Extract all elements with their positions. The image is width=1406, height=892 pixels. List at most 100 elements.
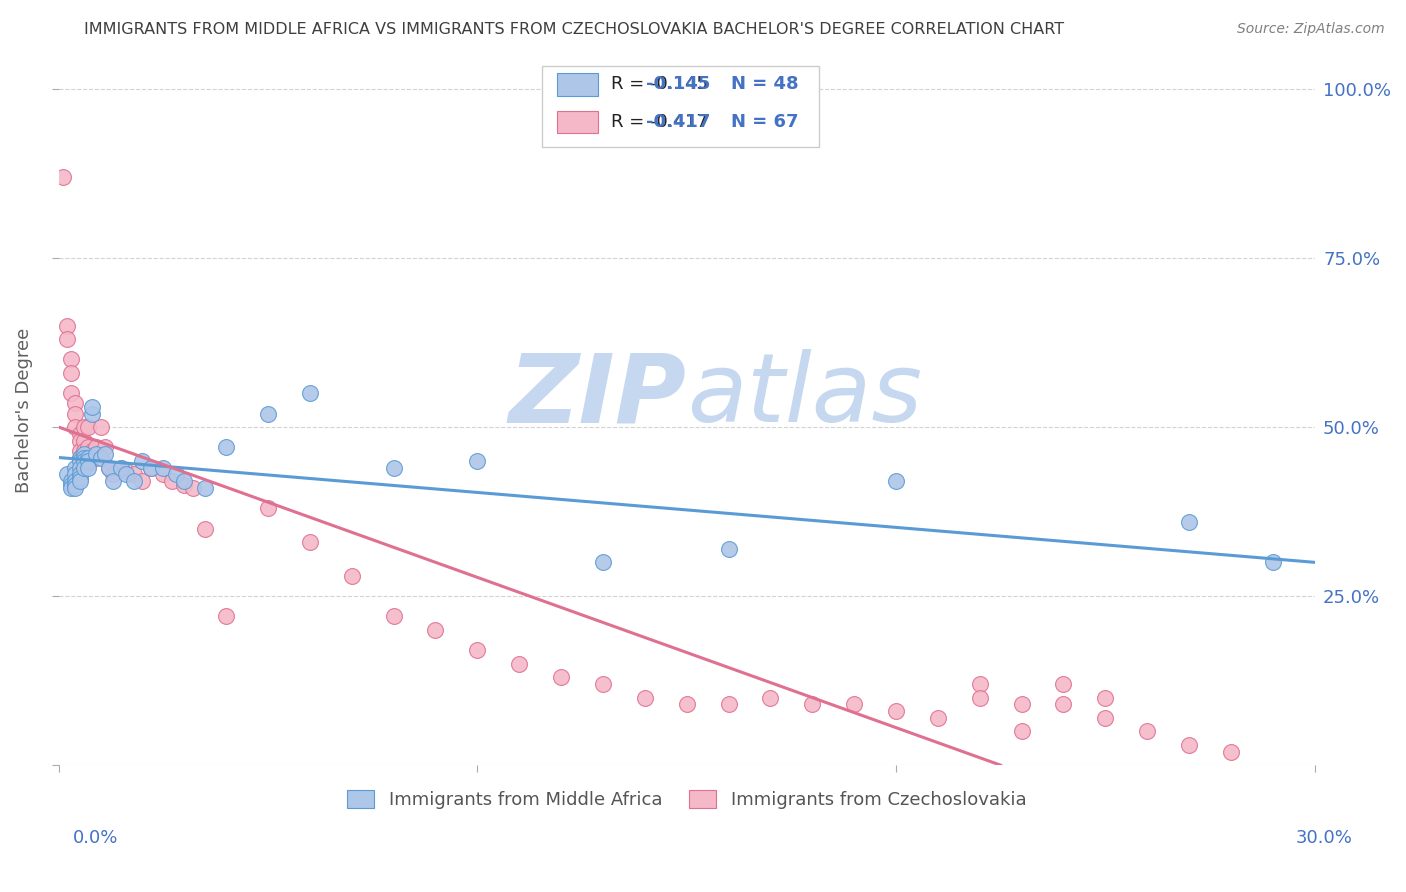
Point [382,609,405,624]
Point [65,474,87,488]
Point [69,460,91,475]
Point [60,386,83,401]
Point [842,698,865,712]
Point [114,464,136,478]
Point [69,443,91,458]
Point [97,460,120,475]
Point [215,609,238,624]
Point [257,407,280,421]
Point [298,386,321,401]
Point [110,460,132,475]
Text: N = 48: N = 48 [731,75,799,94]
Point [56,332,79,346]
FancyBboxPatch shape [557,73,598,95]
Point [1052,677,1074,691]
Text: -0.145: -0.145 [647,75,711,94]
Point [77,420,100,434]
Point [69,467,91,482]
Point [65,407,87,421]
Point [73,450,96,465]
Y-axis label: Bachelor's Degree: Bachelor's Degree [15,327,32,492]
Point [90,420,112,434]
Point [69,450,91,465]
Point [73,454,96,468]
Point [717,541,740,556]
Point [114,467,136,482]
Point [1094,690,1116,705]
Point [60,366,83,380]
Point [60,352,83,367]
Point [86,450,108,465]
Point [131,454,153,468]
Point [592,555,614,569]
Point [65,467,87,482]
Text: 30.0%: 30.0% [1296,829,1353,847]
Point [97,460,120,475]
Text: N = 67: N = 67 [731,113,799,131]
Point [65,420,87,434]
Point [173,474,195,488]
Point [77,454,100,468]
Point [86,441,108,455]
Point [82,407,104,421]
Point [77,441,100,455]
Point [93,441,115,455]
Point [1011,724,1033,739]
Point [77,460,100,475]
Point [77,457,100,471]
Point [675,698,697,712]
Point [60,481,83,495]
FancyBboxPatch shape [557,111,598,133]
Point [73,460,96,475]
Point [382,460,405,475]
Point [139,460,162,475]
Point [181,481,204,495]
Point [927,711,949,725]
Point [173,477,195,491]
Point [1261,555,1284,569]
Point [73,447,96,461]
Point [1178,738,1201,752]
Point [467,643,489,657]
Point [194,481,217,495]
Text: Source: ZipAtlas.com: Source: ZipAtlas.com [1237,22,1385,37]
Point [77,450,100,465]
Point [1052,698,1074,712]
Point [69,454,91,468]
Point [467,454,489,468]
Point [69,474,91,488]
Point [425,623,447,637]
Point [101,474,124,488]
Point [1094,711,1116,725]
Point [884,474,907,488]
Point [101,467,124,482]
Point [82,443,104,458]
Point [160,474,183,488]
Point [215,441,238,455]
Point [165,467,187,482]
Point [1178,515,1201,529]
Point [139,460,162,475]
Point [93,447,115,461]
Point [65,481,87,495]
Point [152,467,174,482]
Point [73,434,96,448]
Point [69,426,91,441]
Point [152,460,174,475]
Point [56,318,79,333]
Point [194,522,217,536]
Point [73,443,96,458]
Point [60,477,83,491]
Point [69,450,91,465]
Text: 0.0%: 0.0% [73,829,118,847]
Point [131,474,153,488]
Point [65,460,87,475]
Point [73,450,96,465]
Point [759,690,782,705]
Point [82,400,104,414]
Text: IMMIGRANTS FROM MIDDLE AFRICA VS IMMIGRANTS FROM CZECHOSLOVAKIA BACHELOR'S DEGRE: IMMIGRANTS FROM MIDDLE AFRICA VS IMMIGRA… [84,22,1064,37]
Text: ZIP: ZIP [509,350,686,442]
Text: atlas: atlas [686,350,922,442]
Text: R = -0.417: R = -0.417 [612,113,709,131]
Point [69,471,91,485]
